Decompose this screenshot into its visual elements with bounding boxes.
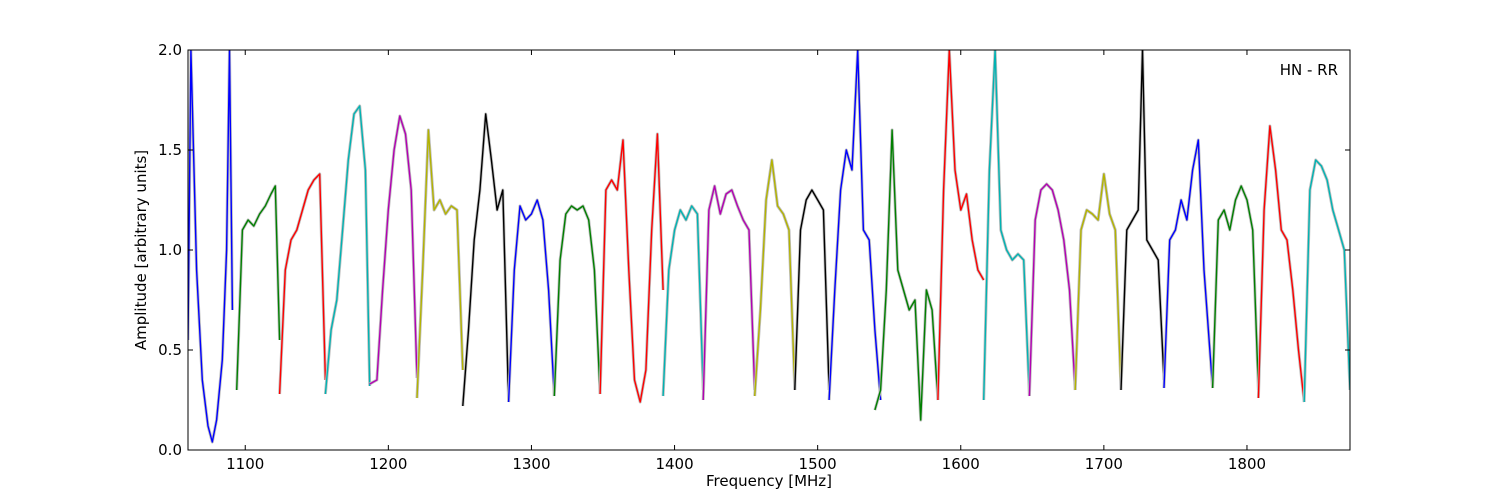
x-tick-label: 1400 bbox=[655, 455, 693, 473]
series-15-envelope bbox=[873, 128, 940, 422]
series-6-line bbox=[462, 113, 510, 407]
series-5-envelope bbox=[415, 128, 465, 399]
series-19-envelope bbox=[1073, 172, 1123, 391]
y-axis: 0.0 0.5 1.0 1.5 2.0 bbox=[158, 41, 1350, 459]
series-8-envelope bbox=[552, 204, 602, 397]
series-5-line bbox=[416, 129, 464, 399]
series-layer bbox=[188, 50, 1350, 444]
series-15-line bbox=[874, 129, 939, 421]
y-tick-label: 0.5 bbox=[158, 341, 182, 359]
series-8-line bbox=[553, 205, 601, 397]
series-9-envelope bbox=[598, 132, 665, 404]
series-2-envelope bbox=[278, 172, 327, 395]
series-16-envelope bbox=[936, 50, 985, 401]
series-13-line bbox=[794, 189, 830, 391]
x-tick-label: 1800 bbox=[1228, 455, 1266, 473]
series-9-line bbox=[599, 133, 664, 403]
series-12-line bbox=[754, 159, 796, 397]
x-axis: 1100 1200 1300 1400 1500 1600 1700 1800 bbox=[226, 50, 1266, 473]
series-1-line bbox=[236, 185, 281, 391]
series-17-envelope bbox=[982, 50, 1031, 401]
series-14-line bbox=[828, 50, 882, 401]
series-6-envelope bbox=[461, 112, 511, 407]
series-3-line bbox=[324, 105, 371, 395]
y-tick-label: 1.5 bbox=[158, 141, 182, 159]
series-0-line bbox=[188, 50, 234, 443]
x-tick-label: 1100 bbox=[226, 455, 264, 473]
x-tick-label: 1600 bbox=[942, 455, 980, 473]
series-7-envelope bbox=[507, 198, 556, 403]
y-tick-label: 0.0 bbox=[158, 441, 182, 459]
x-tick-label: 1300 bbox=[512, 455, 550, 473]
series-10-line bbox=[662, 205, 704, 397]
y-tick-label: 2.0 bbox=[158, 41, 182, 59]
series-23-envelope bbox=[1256, 124, 1306, 403]
series-24-envelope bbox=[1302, 158, 1350, 403]
plot-frame bbox=[187, 49, 1351, 451]
y-axis-label: Amplitude [arbitrary units] bbox=[132, 150, 150, 350]
x-tick-label: 1200 bbox=[369, 455, 407, 473]
series-7-line bbox=[507, 199, 555, 403]
series-16-line bbox=[937, 50, 985, 401]
series-23-line bbox=[1257, 125, 1305, 403]
series-4-line bbox=[369, 115, 418, 385]
x-tick-label: 1700 bbox=[1085, 455, 1123, 473]
series-19-line bbox=[1074, 173, 1122, 391]
series-22-line bbox=[1211, 185, 1260, 391]
series-12-envelope bbox=[753, 158, 797, 397]
legend-label: HN - RR bbox=[1280, 61, 1338, 79]
y-tick-label: 1.0 bbox=[158, 241, 182, 259]
x-tick-label: 1500 bbox=[799, 455, 837, 473]
series-24-line bbox=[1303, 159, 1350, 403]
series-11-envelope bbox=[701, 184, 757, 401]
series-18-line bbox=[1028, 183, 1076, 397]
series-21-envelope bbox=[1162, 138, 1215, 389]
series-10-envelope bbox=[661, 204, 705, 397]
series-21-line bbox=[1163, 139, 1214, 389]
series-20-line bbox=[1120, 50, 1165, 391]
series-17-line bbox=[983, 50, 1031, 401]
x-axis-label: Frequency [MHz] bbox=[706, 472, 832, 490]
series-11-line bbox=[702, 185, 756, 401]
series-0-envelope bbox=[188, 50, 234, 444]
series-20-envelope bbox=[1119, 50, 1166, 391]
series-2-line bbox=[278, 173, 327, 395]
